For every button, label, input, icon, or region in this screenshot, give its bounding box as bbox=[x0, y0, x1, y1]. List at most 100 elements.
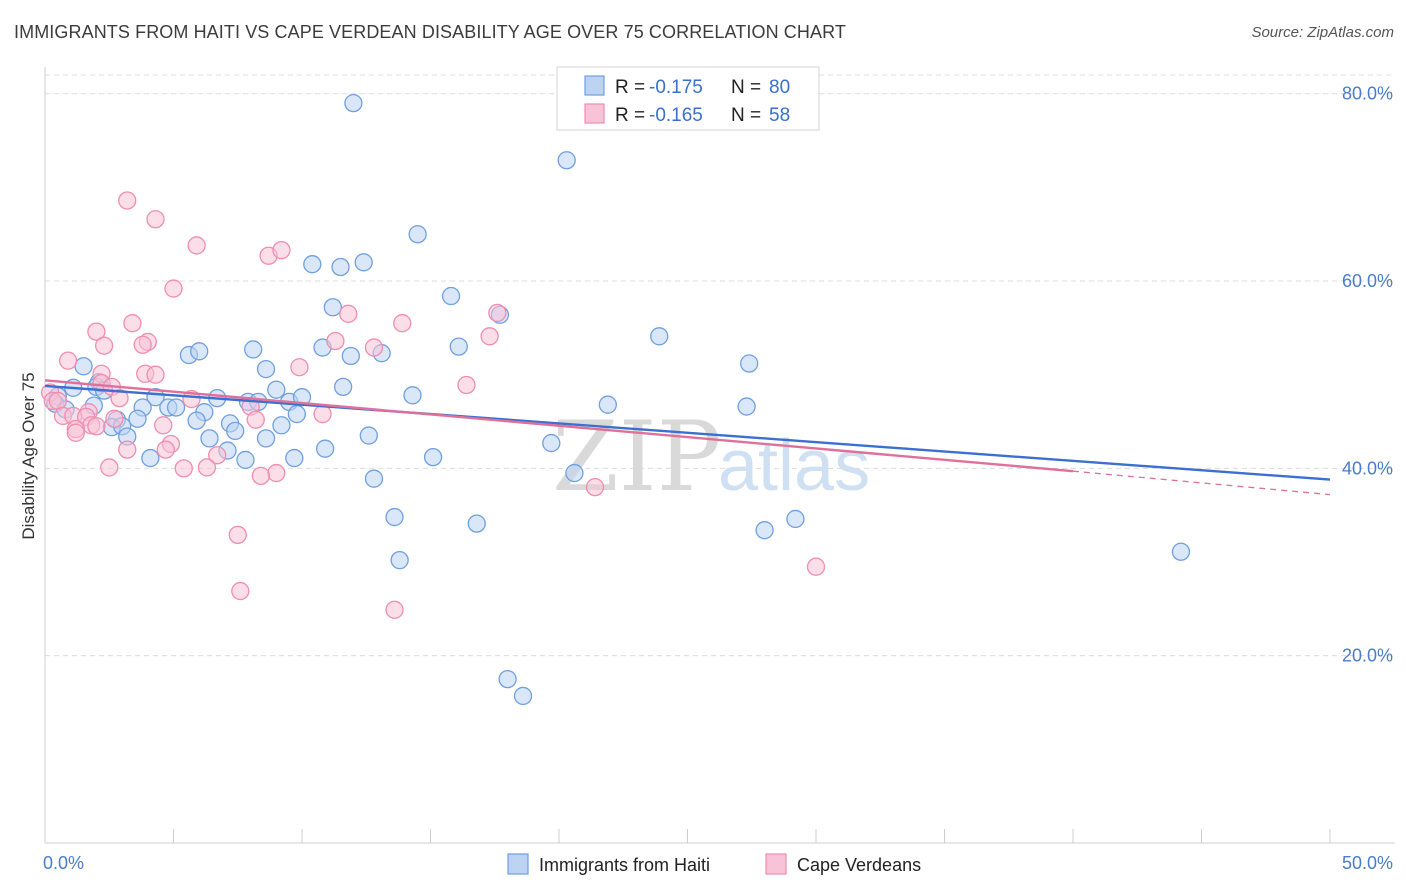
watermark-zip: ZIP bbox=[552, 401, 721, 513]
point-0-70 bbox=[1171, 542, 1191, 561]
legend-n-label-1: N = bbox=[731, 77, 761, 98]
point-0-52 bbox=[359, 426, 378, 445]
point-0-43 bbox=[287, 404, 307, 424]
point-0-55 bbox=[256, 429, 276, 448]
point-1-44 bbox=[156, 440, 175, 459]
point-1-0 bbox=[118, 191, 137, 210]
y-tick-label-2: 60.0% bbox=[1342, 271, 1393, 291]
point-1-13 bbox=[326, 331, 345, 351]
point-0-69 bbox=[390, 551, 409, 570]
point-0-48 bbox=[272, 416, 291, 435]
point-0-66 bbox=[467, 514, 486, 533]
legend-swatch-cape bbox=[584, 103, 605, 124]
x-tick-labels: 0.0% 50.0% bbox=[43, 853, 1393, 873]
point-0-6 bbox=[441, 286, 461, 306]
y-tick-label-3: 80.0% bbox=[1342, 84, 1393, 104]
point-1-52 bbox=[585, 477, 605, 497]
trend-line-1 bbox=[44, 379, 1074, 473]
point-0-59 bbox=[141, 448, 160, 468]
point-1-8 bbox=[123, 314, 142, 333]
x-tick-label-max: 50.0% bbox=[1342, 853, 1393, 873]
point-1-11 bbox=[480, 327, 499, 346]
point-0-60 bbox=[236, 450, 255, 470]
bottom-legend-swatch-haiti bbox=[507, 853, 529, 875]
point-0-67 bbox=[755, 521, 774, 540]
point-1-41 bbox=[154, 416, 173, 435]
point-1-32 bbox=[313, 404, 332, 424]
point-1-53 bbox=[228, 525, 247, 545]
point-0-72 bbox=[513, 686, 533, 706]
legend-n-label-2: N = bbox=[731, 105, 761, 126]
point-0-63 bbox=[565, 463, 584, 483]
point-1-16 bbox=[364, 338, 384, 357]
point-1-50 bbox=[267, 463, 286, 483]
point-1-23 bbox=[457, 375, 476, 395]
point-0-37 bbox=[598, 395, 617, 414]
legend-r-label-2: R = bbox=[615, 105, 645, 126]
point-1-20 bbox=[146, 365, 165, 384]
point-1-47 bbox=[100, 458, 119, 477]
bottom-legend-swatch-cape bbox=[765, 853, 787, 875]
point-1-17 bbox=[58, 351, 78, 370]
point-1-37 bbox=[246, 410, 265, 429]
point-0-54 bbox=[200, 429, 219, 448]
bottom-legend-label-cape: Cape Verdeans bbox=[797, 855, 921, 875]
point-1-51 bbox=[251, 466, 271, 486]
point-0-56 bbox=[542, 433, 561, 453]
point-1-49 bbox=[197, 458, 217, 477]
point-0-18 bbox=[74, 357, 93, 376]
watermark-atlas: atlas bbox=[718, 426, 870, 506]
point-1-48 bbox=[174, 459, 193, 478]
point-1-15 bbox=[94, 336, 114, 355]
legend-n-value-2: 58 bbox=[769, 105, 790, 126]
trend-extension-1 bbox=[1072, 470, 1331, 496]
point-0-3 bbox=[303, 255, 322, 274]
y-tick-label-1: 40.0% bbox=[1342, 458, 1393, 478]
series-1-points bbox=[40, 191, 826, 619]
point-1-10 bbox=[87, 322, 106, 341]
point-1-7 bbox=[339, 304, 358, 323]
correlation-legend: R = -0.175 N = 80 R = -0.165 N = 58 bbox=[556, 66, 820, 131]
point-0-24 bbox=[267, 380, 286, 399]
gridlines bbox=[45, 74, 1395, 657]
series-legend: Immigrants from Haiti Cape Verdeans bbox=[507, 853, 921, 875]
point-1-42 bbox=[66, 423, 85, 442]
point-1-36 bbox=[105, 409, 124, 428]
point-0-36 bbox=[403, 386, 422, 405]
point-0-62 bbox=[423, 447, 443, 467]
watermark: ZIP atlas bbox=[552, 401, 870, 513]
x-tick-label-min: 0.0% bbox=[43, 853, 84, 873]
point-0-46 bbox=[187, 411, 206, 430]
point-0-16 bbox=[244, 340, 263, 359]
point-0-68 bbox=[786, 509, 805, 529]
point-0-71 bbox=[498, 669, 517, 689]
legend-swatch-haiti bbox=[584, 75, 605, 96]
y-tick-label-0: 20.0% bbox=[1342, 646, 1393, 666]
point-0-58 bbox=[315, 439, 335, 458]
point-1-14 bbox=[133, 335, 152, 354]
trend-line-0 bbox=[44, 384, 1331, 481]
point-0-15 bbox=[190, 342, 209, 361]
point-1-46 bbox=[208, 446, 227, 465]
point-1-6 bbox=[488, 303, 507, 323]
legend-r-value-2: -0.165 bbox=[649, 105, 703, 126]
point-1-9 bbox=[393, 314, 412, 333]
point-0-38 bbox=[737, 397, 756, 416]
point-1-4 bbox=[272, 240, 291, 260]
point-0-7 bbox=[323, 298, 342, 317]
point-0-61 bbox=[285, 448, 304, 468]
bottom-legend-label-haiti: Immigrants from Haiti bbox=[539, 855, 710, 875]
trend-lines bbox=[44, 379, 1331, 496]
point-0-19 bbox=[256, 359, 276, 379]
point-0-4 bbox=[331, 257, 350, 277]
point-1-40 bbox=[87, 417, 106, 436]
point-1-28 bbox=[110, 388, 129, 408]
point-1-1 bbox=[146, 210, 165, 229]
legend-r-value-1: -0.175 bbox=[649, 77, 703, 98]
legend-n-value-1: 80 bbox=[769, 77, 790, 98]
point-1-45 bbox=[118, 440, 137, 459]
point-0-12 bbox=[341, 346, 360, 366]
y-axis-title: Disability Age Over 75 bbox=[19, 372, 38, 539]
source-label: Source: ZipAtlas.com bbox=[1251, 24, 1394, 41]
